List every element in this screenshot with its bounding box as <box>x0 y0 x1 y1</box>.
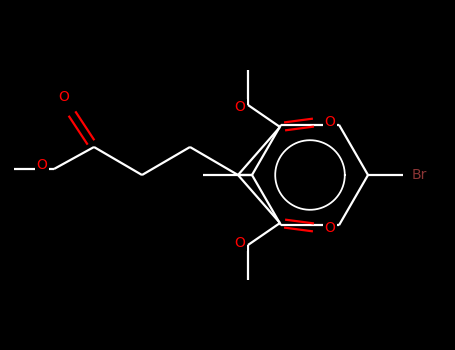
Text: O: O <box>324 115 335 129</box>
Text: O: O <box>324 221 335 235</box>
Text: O: O <box>235 100 245 114</box>
Text: Br: Br <box>411 168 427 182</box>
Text: O: O <box>235 236 245 250</box>
Text: O: O <box>59 90 70 104</box>
Text: O: O <box>36 158 47 172</box>
